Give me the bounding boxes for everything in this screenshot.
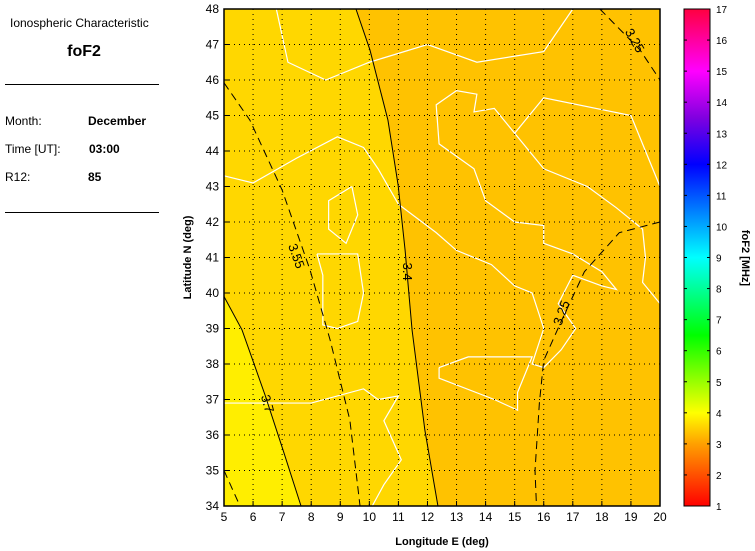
y-tick-label: 41: [206, 251, 220, 265]
colorbar-tick-label: 8: [716, 285, 722, 296]
colorbar-tick-label: 13: [716, 129, 728, 140]
y-tick-label: 47: [206, 38, 220, 52]
divider: [5, 84, 159, 85]
contour-line: [223, 296, 302, 507]
colorbar-label: foF2 [MHz]: [739, 230, 751, 287]
colorbar-tick-label: 12: [716, 160, 728, 171]
x-tick-label: 16: [537, 510, 551, 524]
colorbar-tick-label: 16: [716, 36, 728, 47]
r12-label: R12:: [5, 170, 31, 184]
contour-label: 3.7: [258, 393, 277, 414]
contour-line: [599, 8, 661, 81]
divider: [5, 212, 159, 213]
colorbar-tick-label: 10: [716, 222, 728, 233]
colorbar-tick-label: 9: [716, 254, 722, 265]
y-tick-label: 43: [206, 180, 220, 194]
colorbar-tick-label: 1: [716, 502, 722, 513]
x-tick-label: 11: [392, 510, 405, 524]
coastline: [224, 388, 402, 507]
colorbar-tick-label: 17: [716, 5, 728, 16]
coastline: [328, 185, 359, 245]
coastline: [438, 356, 534, 412]
y-tick-label: 34: [206, 499, 220, 513]
fill-region: [224, 296, 302, 506]
x-tick-label: 10: [363, 510, 377, 524]
colorbar: [683, 8, 711, 507]
contour-line: [534, 221, 661, 507]
colorbar-tick-label: 6: [716, 347, 722, 358]
colorbar-tick-label: 4: [716, 409, 722, 420]
x-tick-label: 20: [653, 510, 667, 524]
time-label: Time [UT]:: [5, 142, 61, 156]
y-tick-label: 35: [206, 464, 220, 478]
y-tick-label: 45: [206, 109, 220, 123]
y-tick-label: 40: [206, 286, 220, 300]
x-tick-label: 5: [221, 510, 228, 524]
x-tick-label: 13: [450, 510, 464, 524]
y-tick-label: 39: [206, 322, 220, 336]
y-tick-label: 46: [206, 73, 220, 87]
colorbar-tick-label: 15: [716, 67, 728, 78]
contour-line: [223, 82, 361, 507]
x-tick-label: 18: [595, 510, 609, 524]
x-tick-label: 17: [566, 510, 580, 524]
r12-value: 85: [88, 170, 102, 184]
coastline: [223, 90, 661, 369]
x-tick-label: 12: [421, 510, 435, 524]
y-tick-label: 38: [206, 357, 220, 371]
colorbar-tick-label: 2: [716, 471, 722, 482]
coastline: [514, 97, 661, 187]
colorbar-tick-label: 5: [716, 378, 722, 389]
y-tick-label: 44: [206, 144, 220, 158]
colorbar-tick-label: 3: [716, 440, 722, 451]
x-axis-label: Longitude E (deg): [395, 536, 489, 548]
x-tick-label: 19: [624, 510, 638, 524]
colorbar-tick-label: 14: [716, 98, 728, 109]
y-tick-label: 37: [206, 393, 220, 407]
x-tick-label: 8: [308, 510, 315, 524]
coastline: [275, 8, 574, 81]
x-tick-label: 7: [279, 510, 286, 524]
y-axis-label: Latitude N (deg): [182, 215, 194, 299]
y-tick-label: 48: [206, 2, 220, 16]
month-label: Month:: [5, 114, 42, 128]
y-tick-label: 36: [206, 428, 220, 442]
contour-label: 3.4: [400, 263, 415, 281]
x-tick-label: 15: [508, 510, 522, 524]
x-tick-label: 6: [250, 510, 257, 524]
x-tick-label: 14: [479, 510, 493, 524]
contour-line: [355, 8, 439, 507]
characteristic-title: foF2: [67, 43, 101, 60]
time-value: 03:00: [89, 142, 120, 156]
x-tick-label: 9: [337, 510, 344, 524]
colorbar-tick-label: 7: [716, 316, 722, 327]
y-tick-label: 42: [206, 215, 220, 229]
coastline: [316, 253, 365, 330]
month-value: December: [88, 114, 147, 128]
fill-region: [224, 9, 438, 506]
colorbar-tick-label: 11: [716, 191, 727, 202]
contour-line: [223, 470, 241, 507]
heading: Ionospheric Characteristic: [10, 16, 149, 30]
